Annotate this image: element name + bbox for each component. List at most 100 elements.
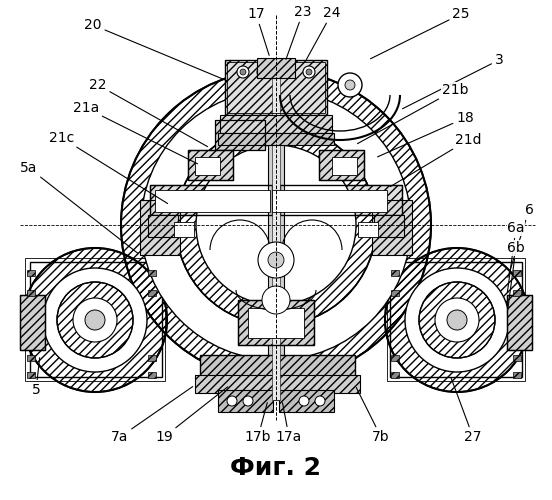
Bar	[195, 157, 220, 175]
Bar	[218, 133, 334, 145]
Bar	[332, 157, 357, 175]
Bar	[513, 372, 521, 378]
Bar	[391, 372, 399, 378]
Bar	[272, 185, 402, 215]
Circle shape	[141, 90, 411, 360]
Text: Фиг. 2: Фиг. 2	[231, 456, 321, 480]
Circle shape	[227, 396, 237, 406]
Circle shape	[315, 396, 325, 406]
Bar	[20, 295, 45, 350]
Circle shape	[345, 80, 355, 90]
Bar	[148, 290, 156, 296]
Bar	[174, 222, 194, 237]
Bar	[27, 372, 35, 378]
Circle shape	[283, 66, 295, 78]
Bar	[272, 190, 387, 212]
Bar	[513, 290, 521, 296]
Text: 21d: 21d	[390, 133, 481, 186]
Text: 27: 27	[451, 378, 482, 444]
Bar	[319, 150, 364, 180]
Bar	[391, 355, 399, 361]
Circle shape	[260, 69, 266, 75]
Bar	[140, 200, 180, 255]
Circle shape	[435, 298, 479, 342]
Bar	[391, 290, 399, 296]
Bar	[225, 60, 327, 115]
Circle shape	[262, 286, 290, 314]
Bar	[30, 262, 162, 377]
Bar	[279, 390, 334, 412]
Text: 17b: 17b	[245, 402, 271, 444]
Bar	[20, 295, 45, 350]
Text: 22: 22	[89, 78, 208, 146]
Text: 7b: 7b	[356, 388, 390, 444]
Bar	[155, 190, 270, 212]
Bar	[390, 262, 522, 377]
Circle shape	[73, 298, 117, 342]
Bar	[387, 258, 525, 381]
Bar	[27, 270, 35, 276]
Bar	[272, 185, 402, 215]
Circle shape	[243, 396, 253, 406]
Text: 20: 20	[84, 18, 227, 81]
Text: 3: 3	[402, 53, 503, 108]
Bar	[238, 300, 314, 345]
Circle shape	[405, 268, 509, 372]
Bar	[248, 308, 304, 338]
Text: 18: 18	[378, 111, 474, 157]
Bar	[148, 215, 178, 237]
Bar	[218, 390, 273, 412]
Circle shape	[196, 145, 356, 305]
Bar	[257, 58, 295, 78]
Text: 21a: 21a	[73, 101, 198, 164]
Bar	[507, 295, 532, 350]
Bar	[148, 372, 156, 378]
Bar	[27, 355, 35, 361]
Bar	[148, 270, 156, 276]
Text: 6a: 6a	[507, 221, 525, 292]
Bar	[220, 115, 332, 133]
Text: 6: 6	[508, 203, 533, 278]
Text: 23: 23	[286, 5, 312, 60]
Bar	[195, 375, 360, 393]
Text: 17: 17	[247, 7, 269, 56]
Bar	[150, 185, 280, 215]
Circle shape	[299, 396, 309, 406]
Bar	[372, 200, 412, 255]
Text: 7a: 7a	[112, 386, 193, 444]
Circle shape	[447, 310, 467, 330]
Circle shape	[43, 268, 147, 372]
Circle shape	[306, 69, 312, 75]
Bar	[27, 290, 35, 296]
Circle shape	[257, 66, 269, 78]
Circle shape	[338, 73, 362, 97]
Bar	[188, 150, 233, 180]
Text: 21c: 21c	[49, 131, 168, 204]
Bar	[319, 150, 364, 180]
Circle shape	[237, 66, 249, 78]
Circle shape	[240, 69, 246, 75]
Text: 6b: 6b	[507, 241, 525, 312]
Bar	[148, 355, 156, 361]
Bar	[238, 300, 314, 345]
Bar	[215, 120, 265, 150]
Bar	[507, 295, 532, 350]
Text: 21b: 21b	[358, 83, 468, 144]
Text: 17a: 17a	[276, 402, 302, 444]
Bar	[227, 62, 325, 113]
Circle shape	[85, 310, 105, 330]
Bar	[188, 150, 233, 180]
Text: 24: 24	[306, 6, 341, 60]
Bar	[268, 60, 284, 400]
Bar	[272, 60, 280, 400]
Circle shape	[268, 252, 284, 268]
Bar	[513, 270, 521, 276]
Text: 5a: 5a	[20, 161, 138, 254]
Circle shape	[258, 242, 294, 278]
Bar	[200, 355, 355, 380]
Circle shape	[303, 66, 315, 78]
Bar	[25, 258, 165, 381]
Bar	[150, 185, 280, 215]
Circle shape	[286, 69, 292, 75]
Text: 25: 25	[370, 7, 470, 59]
